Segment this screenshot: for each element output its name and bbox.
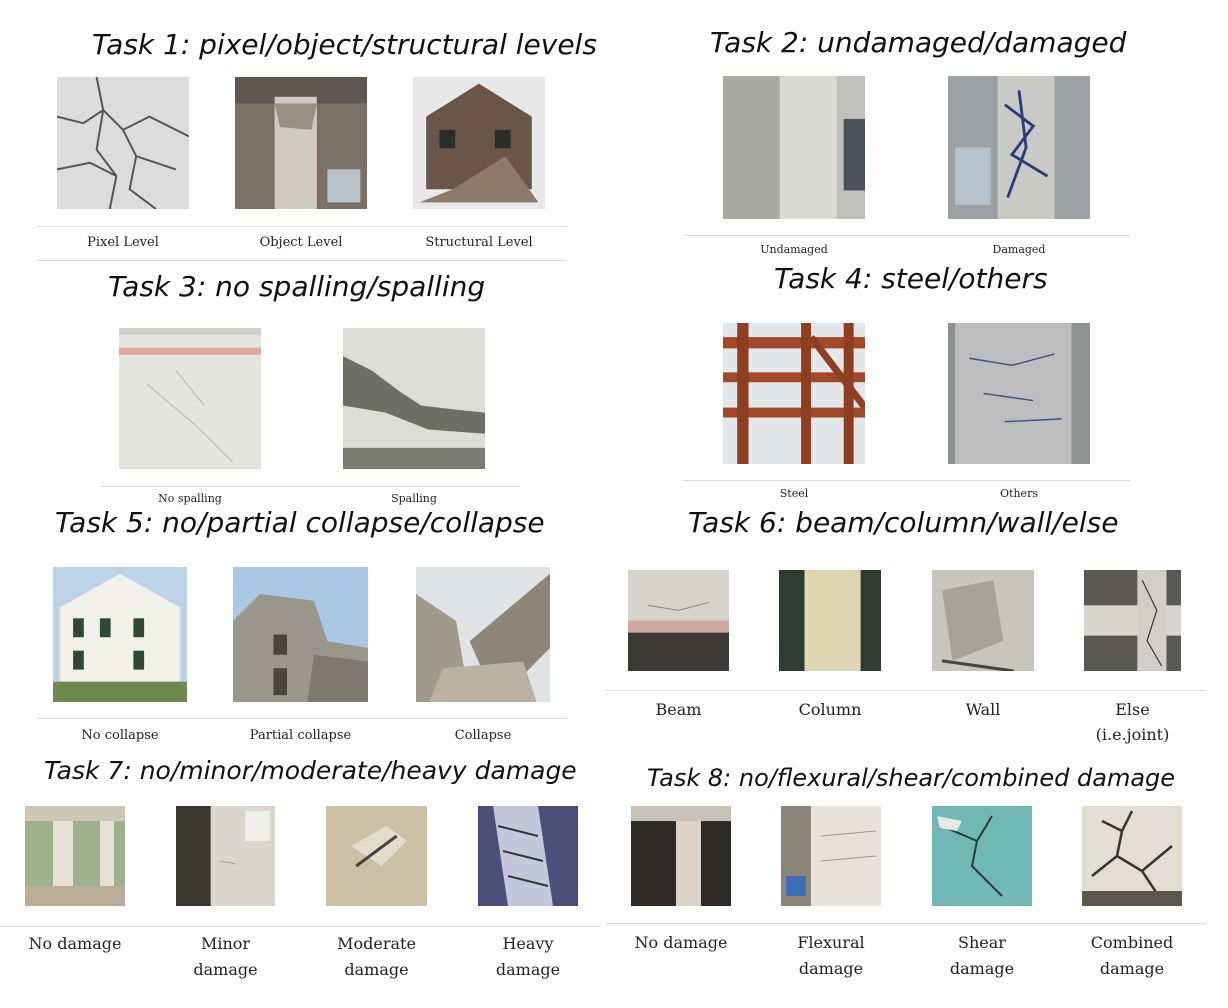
no-spalling-label: No spalling <box>119 492 261 505</box>
combined-damage-label-line2: damage <box>1077 956 1187 982</box>
combined-damage-image <box>1082 806 1182 906</box>
flexural-damage-label-line2: damage <box>781 956 881 982</box>
task-2-title: Task 2: undamaged/damaged <box>710 26 1126 60</box>
damaged-column-image <box>948 76 1090 219</box>
task-4-rule <box>683 480 1130 481</box>
structural-level-house-image <box>413 77 545 209</box>
shear-damage-label-line2: damage <box>932 956 1032 982</box>
no-damage-label-t7: No damage <box>20 931 130 957</box>
task-4-title: Task 4: steel/others <box>774 262 1048 296</box>
heavy-damage-label-line1: Heavy <box>478 931 578 957</box>
object-level-label: Object Level <box>235 235 367 250</box>
else-joint-note: (i.e.joint) <box>1074 722 1191 748</box>
task-3-rule <box>100 486 520 487</box>
wall-label: Wall <box>932 697 1034 723</box>
task-2-rule <box>683 235 1130 236</box>
collapse-building-image <box>416 567 550 702</box>
structural-level-label: Structural Level <box>413 235 545 250</box>
partial-collapse-label: Partial collapse <box>233 728 368 743</box>
no-spalling-image <box>119 328 261 469</box>
minor-damage-label-line1: Minor <box>176 931 275 957</box>
combined-damage-label-line1: Combined <box>1077 930 1187 956</box>
spalling-image <box>343 328 485 469</box>
task-7-rule <box>0 926 600 927</box>
undamaged-label: Undamaged <box>723 243 865 256</box>
flexural-damage-label-line1: Flexural <box>781 930 881 956</box>
beam-image <box>628 570 729 671</box>
task-1-bottom-rule <box>37 260 567 261</box>
minor-damage-label-line2: damage <box>176 957 275 983</box>
task-1-title: Task 1: pixel/object/structural levels <box>92 28 597 62</box>
pixel-level-label: Pixel Level <box>57 235 189 250</box>
collapse-label: Collapse <box>416 728 550 743</box>
column-label: Column <box>779 697 881 723</box>
else-joint-image <box>1084 570 1181 671</box>
beam-label: Beam <box>628 697 729 723</box>
partial-collapse-building-image <box>233 567 368 702</box>
task-6-title: Task 6: beam/column/wall/else <box>688 506 1118 540</box>
shear-damage-image <box>932 806 1032 906</box>
wall-image <box>932 570 1034 671</box>
no-collapse-label: No collapse <box>53 728 187 743</box>
spalling-label: Spalling <box>343 492 485 505</box>
heavy-damage-label-line2: damage <box>478 957 578 983</box>
no-damage-column-image <box>631 806 731 906</box>
task-8-rule <box>606 923 1206 924</box>
damaged-label: Damaged <box>948 243 1090 256</box>
else-label: Else <box>1084 697 1181 723</box>
column-image <box>779 570 881 671</box>
task-8-title: Task 8: no/flexural/shear/combined damag… <box>647 761 1175 795</box>
no-collapse-house-image <box>53 567 187 702</box>
task-6-rule <box>606 690 1206 691</box>
others-label: Others <box>948 487 1090 500</box>
others-column-image <box>948 323 1090 464</box>
steel-label: Steel <box>723 487 865 500</box>
task-5-title: Task 5: no/partial collapse/collapse <box>55 506 545 540</box>
undamaged-column-image <box>723 76 865 219</box>
shear-damage-label-line1: Shear <box>932 930 1032 956</box>
steel-structure-image <box>723 323 865 464</box>
minor-damage-image <box>176 806 275 906</box>
task-1-top-rule <box>37 226 567 227</box>
moderate-damage-image <box>326 806 427 906</box>
no-damage-label-t8: No damage <box>626 930 736 956</box>
object-level-column-image <box>235 77 367 209</box>
pixel-level-crack-image <box>57 77 189 209</box>
heavy-damage-image <box>478 806 578 906</box>
task-5-rule <box>37 718 567 719</box>
moderate-damage-label-line1: Moderate <box>326 931 427 957</box>
flexural-damage-image <box>781 806 881 906</box>
moderate-damage-label-line2: damage <box>326 957 427 983</box>
task-3-title: Task 3: no spalling/spalling <box>108 270 485 304</box>
task-7-title: Task 7: no/minor/moderate/heavy damage <box>44 754 577 788</box>
no-damage-image <box>25 806 125 906</box>
